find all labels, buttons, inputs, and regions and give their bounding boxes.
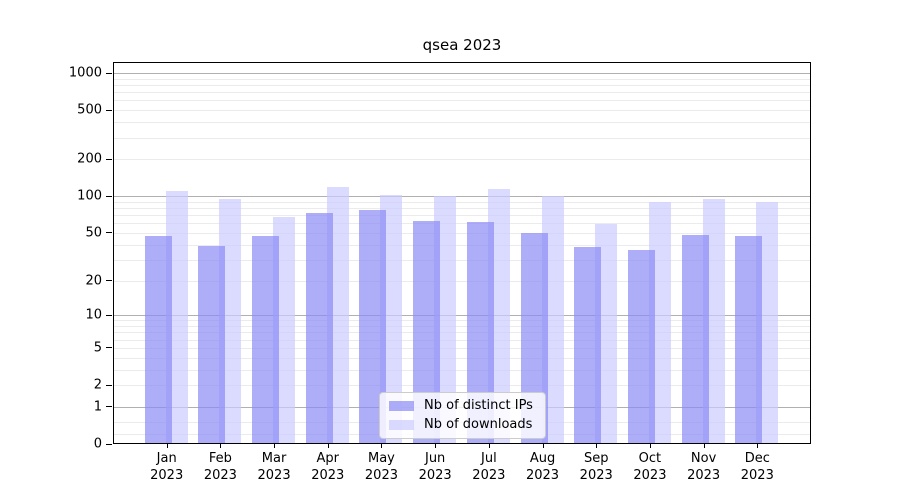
- chart-title: qsea 2023: [422, 36, 502, 54]
- x-tick-mark: [327, 444, 329, 448]
- gridline-major: [114, 196, 810, 198]
- bar-oct-nb-of-distinct-ips: [627, 250, 655, 443]
- y-tick-mark: [106, 232, 112, 234]
- y-tick-mark: [106, 195, 112, 197]
- y-tick-mark: [106, 314, 112, 316]
- y-tick-label-200: 200: [77, 151, 102, 167]
- gridline-minor: [114, 280, 810, 282]
- y-tick-mark: [106, 443, 112, 445]
- gridline-minor: [114, 223, 810, 225]
- gridline-minor: [114, 84, 810, 86]
- x-tick-mark: [166, 444, 168, 448]
- y-tick-mark: [106, 347, 112, 349]
- y-tick-mark: [106, 72, 112, 74]
- y-tick-label-1: 1: [93, 399, 102, 415]
- gridline-minor: [114, 122, 810, 124]
- x-tick-label-jun: Jun 2023: [418, 451, 452, 483]
- x-tick-label-mar: Mar 2023: [257, 451, 291, 483]
- gridline-minor: [114, 92, 810, 94]
- y-tick-label-100: 100: [77, 188, 102, 204]
- y-tick-label-20: 20: [85, 273, 102, 288]
- gridline-minor: [114, 357, 810, 359]
- x-tick-label-feb: Feb 2023: [203, 451, 237, 483]
- legend-label-distinct-ips: Nb of distinct IPs: [424, 398, 533, 413]
- x-tick-label-oct: Oct 2023: [633, 451, 667, 483]
- legend-swatch-downloads: [389, 420, 414, 430]
- y-tick-mark: [106, 384, 112, 386]
- gridline-minor: [114, 326, 810, 327]
- legend-swatch-distinct-ips: [389, 401, 414, 411]
- y-tick-mark: [106, 280, 112, 281]
- legend-item-distinct-ips: Nb of distinct IPs: [389, 399, 536, 413]
- gridline-minor: [114, 232, 810, 234]
- bar-sep-nb-of-distinct-ips: [574, 247, 602, 443]
- x-tick-mark: [542, 444, 544, 448]
- x-tick-label-sep: Sep 2023: [579, 451, 613, 483]
- gridline-minor: [114, 110, 810, 112]
- gridline-minor: [114, 244, 810, 246]
- x-tick-label-apr: Apr 2023: [311, 451, 345, 483]
- gridline-minor: [114, 259, 810, 261]
- x-tick-mark: [381, 444, 383, 448]
- x-tick-label-aug: Aug 2023: [525, 451, 560, 483]
- gridline-minor: [114, 208, 810, 210]
- gridline-minor: [114, 320, 810, 322]
- x-tick-mark: [757, 444, 759, 448]
- gridline-minor: [114, 339, 810, 341]
- legend-item-downloads: Nb of downloads: [389, 418, 536, 432]
- gridline-minor: [114, 137, 810, 139]
- legend-label-downloads: Nb of downloads: [424, 417, 533, 432]
- x-tick-label-dec: Dec 2023: [740, 451, 774, 483]
- y-tick-label-500: 500: [77, 102, 102, 118]
- x-tick-mark: [488, 444, 490, 448]
- y-tick-mark: [106, 406, 112, 408]
- y-tick-label-10: 10: [85, 307, 102, 323]
- y-tick-mark: [106, 109, 112, 111]
- plot-area: Nb of distinct IPs Nb of downloads: [113, 62, 811, 444]
- gridline-minor: [114, 347, 810, 349]
- legend: Nb of distinct IPs Nb of downloads: [379, 392, 546, 439]
- gridline-major: [114, 315, 810, 317]
- x-tick-mark: [649, 444, 651, 448]
- gridline-minor: [114, 159, 810, 161]
- bar-feb-nb-of-distinct-ips: [198, 245, 226, 443]
- x-tick-mark: [220, 444, 222, 448]
- gridline-minor: [114, 369, 810, 371]
- gridline-minor: [114, 100, 810, 102]
- y-tick-label-50: 50: [85, 225, 102, 241]
- gridline-major: [114, 73, 810, 74]
- gridline-minor: [114, 215, 810, 217]
- gridline-minor: [114, 332, 810, 334]
- y-tick-label-5: 5: [93, 340, 102, 356]
- bar-apr-nb-of-distinct-ips: [305, 212, 333, 443]
- bar-mar-nb-of-distinct-ips: [252, 236, 280, 443]
- x-tick-label-nov: Nov 2023: [687, 451, 721, 483]
- x-tick-mark: [703, 444, 705, 448]
- y-tick-mark: [106, 158, 112, 160]
- gridline-minor: [114, 201, 810, 203]
- y-tick-label-0: 0: [93, 436, 102, 452]
- bar-nov-nb-of-distinct-ips: [681, 235, 709, 443]
- gridline-minor: [114, 385, 810, 386]
- bar-dec-nb-of-distinct-ips: [735, 236, 763, 443]
- x-tick-mark: [596, 444, 598, 448]
- y-tick-label-1000: 1000: [68, 65, 102, 81]
- x-tick-label-jul: Jul 2023: [472, 451, 506, 483]
- bar-jan-nb-of-distinct-ips: [144, 236, 172, 443]
- gridline-minor: [114, 78, 810, 80]
- x-tick-label-may: May 2023: [364, 451, 398, 483]
- y-tick-label-2: 2: [93, 377, 102, 393]
- x-tick-mark: [274, 444, 276, 448]
- x-tick-mark: [435, 444, 437, 448]
- x-tick-label-jan: Jan 2023: [150, 451, 184, 483]
